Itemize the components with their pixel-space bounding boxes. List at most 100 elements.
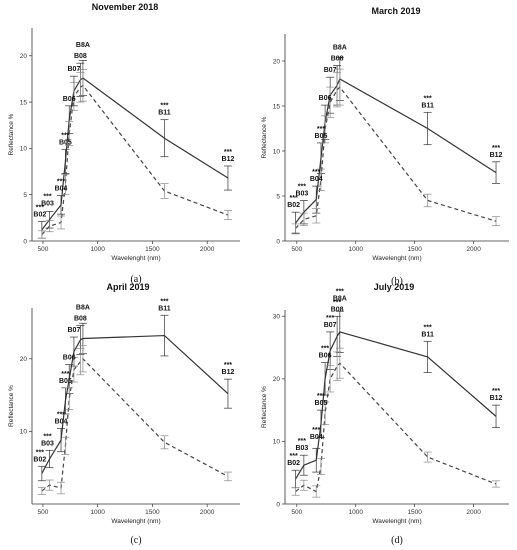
series-line-solid	[295, 78, 497, 224]
y-tick-label: 5	[23, 192, 27, 199]
significance-stars: ***	[160, 298, 168, 305]
band-label-b08: B08	[331, 56, 344, 63]
y-tick-label: 10	[273, 148, 281, 155]
chart-title: March 2019	[371, 6, 420, 16]
significance-stars: ***	[36, 205, 44, 212]
significance-stars: ***	[57, 179, 65, 186]
chart-title: July 2019	[374, 282, 415, 292]
x-tick-label: 1500	[407, 246, 422, 253]
y-axis-title: Reflectance %	[261, 386, 268, 428]
band-label-b06: B06	[63, 355, 76, 362]
chart-panel-2: March 2019 0 5 10 15 20 500 1000 1500 2000 Wavelen…	[261, 6, 509, 287]
band-label-b02: B02	[287, 460, 300, 467]
band-label-b12: B12	[222, 156, 235, 163]
y-tick-label: 0	[23, 238, 27, 245]
series-line-dashed	[295, 362, 497, 493]
series-line-solid	[295, 331, 497, 480]
x-tick-label: 1500	[407, 509, 422, 516]
significance-stars: ***	[298, 184, 306, 191]
band-label-b08: B08	[74, 315, 87, 322]
chart-title: November 2018	[92, 2, 159, 12]
band-label-b05: B05	[315, 400, 328, 407]
panel-caption: (b)	[391, 276, 403, 287]
chart-panel-4: July 2019 0 10 20 30 500 1000 1500 2000 Wavelengh…	[261, 282, 509, 546]
x-tick-label: 2000	[466, 246, 481, 253]
x-tick-label: 1000	[349, 509, 364, 516]
x-tick-label: 2000	[200, 509, 215, 516]
significance-stars: ***	[290, 195, 298, 202]
y-tick-label: 0	[276, 238, 280, 245]
significance-stars: ***	[333, 299, 341, 306]
band-label-b11: B11	[421, 331, 434, 338]
band-label-b05: B05	[59, 139, 72, 146]
y-tick-label: 20	[273, 58, 281, 65]
x-tick-label: 1000	[90, 509, 105, 516]
y-tick-label: 5	[276, 193, 280, 200]
y-tick-label: 0	[276, 501, 280, 508]
series-line-dashed	[41, 84, 229, 235]
band-label-b03: B03	[295, 191, 308, 198]
panel-caption: (c)	[130, 535, 141, 546]
x-tick-label: 500	[38, 246, 49, 253]
significance-stars: ***	[336, 288, 344, 295]
significance-stars: ***	[312, 427, 320, 434]
band-label-b03: B03	[295, 445, 308, 452]
band-label-b11: B11	[421, 102, 434, 109]
significance-stars: ***	[492, 388, 500, 395]
band-label-b06: B06	[319, 95, 332, 102]
band-label-b05: B05	[315, 133, 328, 140]
y-tick-label: 15	[273, 103, 281, 110]
series-line-dashed	[41, 357, 229, 492]
band-label-b04: B04	[55, 186, 68, 193]
y-tick-label: 30	[273, 314, 281, 321]
band-label-b05: B05	[59, 378, 72, 385]
series-line-solid	[41, 334, 229, 474]
x-tick-label: 500	[291, 246, 302, 253]
x-tick-label: 2000	[200, 246, 215, 253]
significance-stars: ***	[160, 103, 168, 110]
significance-stars: ***	[424, 95, 432, 102]
x-tick-label: 1000	[349, 246, 364, 253]
x-axis-title: Wavelenght (nm)	[372, 518, 421, 525]
band-label-b07: B07	[324, 322, 337, 329]
band-label-b04: B04	[310, 434, 323, 441]
x-tick-label: 2000	[466, 509, 481, 516]
band-label-b02: B02	[33, 212, 46, 219]
y-tick-label: 10	[273, 439, 281, 446]
significance-stars: ***	[326, 315, 334, 322]
band-label-b02: B02	[33, 456, 46, 463]
panel-caption: (d)	[391, 535, 403, 546]
x-tick-label: 1000	[90, 246, 105, 253]
band-label-b07: B07	[324, 67, 337, 74]
band-label-b12: B12	[490, 395, 503, 402]
band-label-b06: B06	[319, 353, 332, 360]
band-label-b8a: B8A	[333, 295, 347, 302]
y-axis-title: Reflectance %	[8, 385, 15, 427]
significance-stars: ***	[224, 149, 232, 156]
y-tick-label: 10	[20, 146, 28, 153]
chart-title: April 2019	[106, 282, 149, 292]
significance-stars: ***	[492, 145, 500, 152]
significance-stars: ***	[57, 412, 65, 419]
series-line-dashed	[295, 86, 497, 229]
band-label-b08: B08	[331, 306, 344, 313]
chart-panel-3: April 2019 10 20 500 1000 1500 2000 Wavelenght …	[8, 282, 240, 546]
band-label-b03: B03	[41, 201, 54, 208]
band-label-b11: B11	[158, 305, 171, 312]
significance-stars: ***	[298, 438, 306, 445]
band-label-b12: B12	[222, 369, 235, 376]
significance-stars: ***	[290, 453, 298, 460]
band-label-b08: B08	[74, 53, 87, 60]
significance-stars: ***	[317, 393, 325, 400]
band-label-b8a: B8A	[333, 45, 347, 52]
y-tick-label: 15	[20, 99, 28, 106]
y-tick-label: 20	[273, 376, 281, 383]
significance-stars: ***	[61, 371, 69, 378]
x-tick-label: 500	[38, 509, 49, 516]
significance-stars: ***	[43, 433, 51, 440]
significance-stars: ***	[43, 194, 51, 201]
significance-stars: ***	[224, 362, 232, 369]
x-tick-label: 500	[291, 509, 302, 516]
significance-stars: ***	[312, 169, 320, 176]
chart-panel-1: November 2018 0 5 10 15 20 500 1000 1500 2000 Wave…	[8, 2, 240, 285]
